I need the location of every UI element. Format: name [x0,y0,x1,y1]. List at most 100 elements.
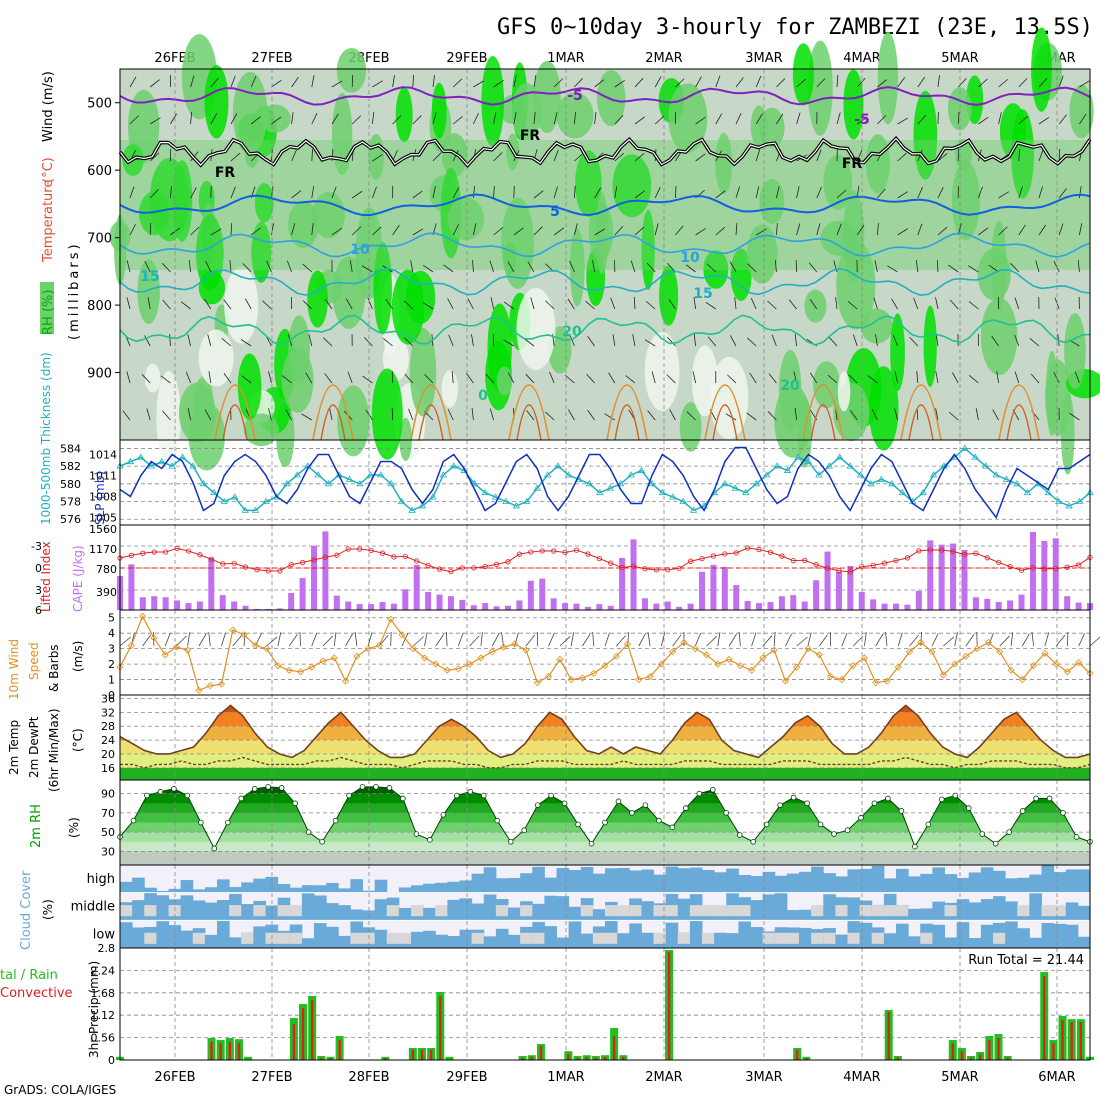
cloud-gap-cell [617,905,630,917]
wind-barb [149,189,159,199]
wind-speed-point [342,677,350,685]
cloud-cell [677,868,691,893]
temp-base-band [120,767,1090,780]
wind-barb [302,263,313,273]
cloud-cell [156,921,169,948]
thickness-line-point [345,475,354,482]
wind-barb [1077,260,1080,273]
thickness-line-point [867,480,875,487]
wind-barb-10m [243,631,246,647]
cloud-gap-cell [653,932,667,944]
wind-barb [162,410,171,421]
cape-bar [835,571,842,610]
wind-barb-10m [221,632,226,647]
wind-barb [916,407,919,421]
wind-barb [372,154,383,162]
cloud-cell [471,873,485,893]
cloud-cell [338,888,351,893]
wind-barb [493,185,495,199]
wind-barb [392,75,395,88]
wind-barb-10m [738,632,741,647]
cloud-cell [301,885,315,893]
lifted-index-point [334,552,340,558]
wind-barb [392,115,402,125]
wind-barb [490,297,494,310]
cloud-cell [120,922,133,948]
rh-region [516,287,556,371]
thickness-line-point [658,488,667,496]
cloud-cell [932,901,945,921]
cape-tick-label: 780 [96,563,117,576]
rh2m-point [804,800,810,807]
thickness-tick-label: 576 [60,513,81,526]
wind-speed-point [872,679,880,687]
wind-barb [692,371,696,384]
cloud-cell [253,926,266,948]
thickness-line-point [846,462,854,469]
wind-speed-point [206,682,214,690]
wind-barb [568,409,575,421]
cape-bar [1029,531,1036,610]
rh2m-tick-label: 90 [101,788,115,801]
wind-barb [204,409,212,421]
wind-barb [485,373,494,384]
thickness-line-point [981,462,990,469]
cape-bar [676,606,683,610]
wind-barb [685,264,696,273]
rh2m-tick-label: 30 [101,845,115,858]
precip-tick-label: 2.24 [91,964,116,977]
cloud-gap-cell [277,932,291,944]
thickness-line-point [158,457,166,465]
rh2m-point [602,819,608,826]
cloud-gap-cell [944,905,958,917]
rh-region [395,87,413,143]
rh2m-point [709,786,716,793]
lifted-index-point [973,550,979,556]
precip-convective-bar [585,1056,588,1060]
cloud-cell [423,883,436,893]
wind-barb [816,78,826,88]
slp-line [119,446,1091,520]
wind-speed-point [951,660,959,668]
thickness-line-point [126,457,135,465]
wind-barb [998,226,1008,236]
lifted-index-point [996,559,1002,566]
thickness-line-point [971,453,979,460]
rh2m-tick-label: 70 [101,807,115,820]
thickness-line-point [877,475,886,482]
date-label-top: 1MAR [547,51,584,66]
lifted-index-point [368,547,374,554]
wind-barb [915,260,919,273]
rh-legend-swatch [40,282,54,334]
lifted-index-point [642,566,648,572]
wind-barb [473,223,477,236]
wind-barb [244,298,252,310]
wind-barb [403,337,414,347]
cloud-cell [229,887,242,893]
cape-bar [790,595,797,610]
wind-barb [162,299,171,310]
cloud-cell [568,870,582,893]
wind-barb [675,78,685,88]
wind-barb [774,260,777,273]
cloud-cell [726,868,739,893]
lifted-index-point [482,563,488,570]
lifted-index-point [836,568,842,574]
cape-bar [1041,540,1048,610]
cloud-gap-cell [289,932,303,944]
wind-barb [266,260,272,273]
rh2m-point [615,798,622,805]
temperature-label: Temperature [41,180,56,263]
rh2m-point [777,802,783,808]
wind-barb [404,373,414,384]
wind-barb [311,186,315,199]
wind-label: Wind (m/s) [41,71,56,142]
cape-bar [379,602,386,610]
wind-barb-10m [491,633,500,647]
wind-barb-10m [1089,636,1100,647]
cloud-gap-cell [677,932,691,944]
rh-region [807,40,833,136]
wind-barb [828,336,838,347]
cloud-gap-cell [435,905,448,917]
wind-barb [1074,371,1080,384]
